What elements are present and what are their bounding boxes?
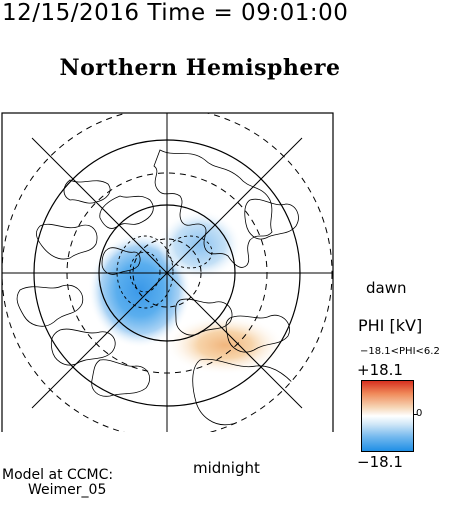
colorbar-zero-label: 0 [416,408,423,419]
model-credit: Model at CCMC: Weimer_05 [2,468,113,498]
colorbar-zero-tick [413,414,417,415]
colorbar-range: −18.1<PHI<6.2 [360,346,440,357]
plot-title: Northern Hemisphere [59,55,341,81]
potential-field [88,210,285,375]
dawn-label: dawn [366,279,407,297]
meridians [2,113,333,432]
potential-contours [116,235,213,309]
credit-line-1: Model at CCMC: [2,467,114,483]
colorbar-max-label: +18.1 [357,361,403,379]
map-frame [1,112,334,432]
colorbar [361,380,414,452]
polar-map [1,112,334,432]
timestamp: 12/15/2016 Time = 09:01:00 [2,0,349,26]
colorbar-min-label: −18.1 [357,453,403,471]
credit-line-2: Weimer_05 [28,482,107,498]
colorbar-title: PHI [kV] [358,316,423,335]
midnight-label: midnight [193,459,260,477]
